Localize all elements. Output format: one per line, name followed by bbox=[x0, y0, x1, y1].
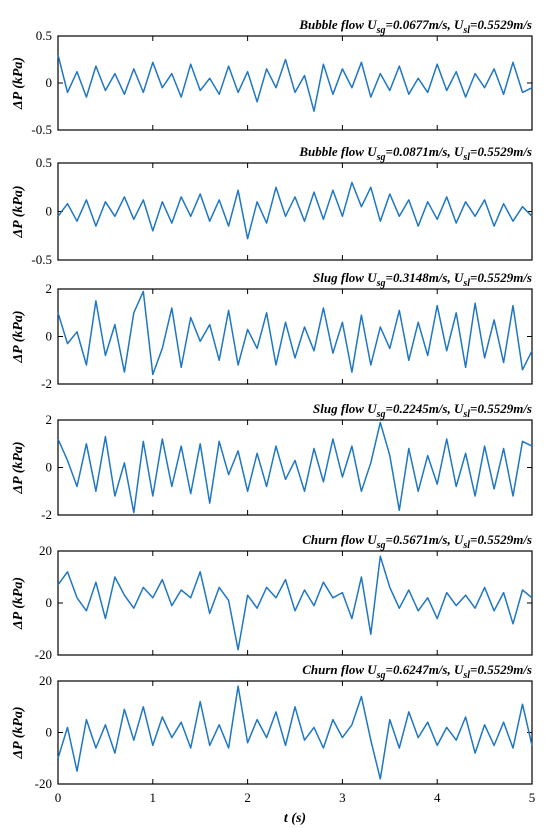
panel-title: Bubble flow Usg=0.0871m/s, Usl=0.5529m/s bbox=[298, 144, 532, 163]
y-axis-label: ΔP (kPa) bbox=[11, 310, 26, 363]
x-tick-label: 4 bbox=[434, 790, 441, 805]
chart-panel-6: Churn flow Usg=0.6247m/s, Usl=0.5529m/s 2… bbox=[11, 662, 535, 805]
pressure-series-line bbox=[57, 54, 533, 112]
panel-title: Bubble flow Usg=0.0677m/s, Usl=0.5529m/s bbox=[298, 17, 532, 36]
chart-panel-4: Slug flow Usg=0.2245m/s, Usl=0.5529m/s 2 0… bbox=[11, 401, 533, 522]
x-tick-label: 5 bbox=[529, 790, 536, 805]
y-axis-label: ΔP (kPa) bbox=[11, 577, 26, 630]
panel-title: Churn flow Usg=0.6247m/s, Usl=0.5529m/s bbox=[302, 662, 532, 681]
y-tick-label: -0.5 bbox=[31, 252, 52, 267]
axes-frame bbox=[57, 680, 533, 785]
y-tick-label: 0 bbox=[46, 460, 53, 475]
y-axis-label: ΔP (kPa) bbox=[11, 185, 26, 238]
panel-title: Slug flow Usg=0.3148m/s, Usl=0.5529m/s bbox=[313, 270, 532, 289]
y-tick-label: 0.5 bbox=[36, 155, 52, 170]
x-tick-label: 2 bbox=[244, 790, 251, 805]
y-tick-label: 0 bbox=[46, 725, 53, 740]
y-tick-label: 0 bbox=[46, 75, 53, 90]
y-tick-label: 20 bbox=[39, 543, 52, 558]
pressure-series-line bbox=[57, 685, 533, 780]
y-axis-label: ΔP (kPa) bbox=[11, 441, 26, 494]
pressure-series-line bbox=[57, 555, 533, 651]
x-tick-label: 1 bbox=[150, 790, 157, 805]
pressure-series-line bbox=[57, 181, 533, 240]
chart-panel-1: Bubble flow Usg=0.0677m/s, Usl=0.5529m/s… bbox=[11, 17, 533, 137]
y-axis-label: ΔP (kPa) bbox=[11, 57, 26, 110]
pressure-series-line bbox=[57, 290, 533, 376]
x-tick-label: 3 bbox=[339, 790, 346, 805]
y-tick-label: 0 bbox=[46, 204, 53, 219]
y-tick-label: 2 bbox=[46, 412, 53, 427]
panel-title: Churn flow Usg=0.5671m/s, Usl=0.5529m/s bbox=[302, 532, 532, 551]
y-tick-label: -2 bbox=[41, 376, 52, 391]
chart-panel-3: Slug flow Usg=0.3148m/s, Usl=0.5529m/s 2 0… bbox=[11, 270, 533, 391]
y-axis-label: ΔP (kPa) bbox=[11, 706, 26, 759]
y-tick-label: 0.5 bbox=[36, 28, 52, 43]
chart-panel-5: Churn flow Usg=0.5671m/s, Usl=0.5529m/s 2… bbox=[11, 532, 533, 662]
y-tick-label: 20 bbox=[39, 673, 52, 688]
y-tick-label: -0.5 bbox=[31, 122, 52, 137]
chart-panel-2: Bubble flow Usg=0.0871m/s, Usl=0.5529m/s… bbox=[11, 144, 533, 267]
y-tick-label: -20 bbox=[35, 647, 52, 662]
axes-frame bbox=[57, 550, 533, 656]
pressure-series-line bbox=[57, 421, 533, 514]
y-tick-label: 0 bbox=[46, 329, 53, 344]
y-tick-label: -2 bbox=[41, 507, 52, 522]
panel-title: Slug flow Usg=0.2245m/s, Usl=0.5529m/s bbox=[313, 401, 532, 420]
y-tick-label: 0 bbox=[46, 595, 53, 610]
x-axis-label: t (s) bbox=[284, 811, 306, 826]
y-tick-label: -20 bbox=[35, 776, 52, 791]
y-tick-label: 2 bbox=[46, 281, 53, 296]
x-tick-label: 0 bbox=[55, 790, 62, 805]
